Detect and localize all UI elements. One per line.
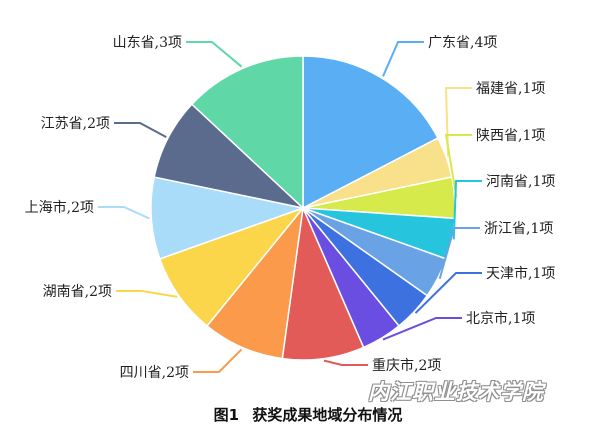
pie-slice xyxy=(150,176,306,260)
figure-caption: 图1 获奖成果地域分布情况 xyxy=(0,404,616,425)
leader-line xyxy=(452,180,482,240)
leader-line xyxy=(438,227,480,280)
leader-line xyxy=(323,359,368,366)
pie-slice xyxy=(206,205,305,360)
leader-line xyxy=(414,272,482,314)
leader-line xyxy=(98,206,150,220)
slice-label: 陕西省,1项 xyxy=(476,128,545,144)
slice-label: 湖南省,2项 xyxy=(43,284,112,300)
slice-label: 四川省,2项 xyxy=(120,365,189,381)
slice-label: 河南省,1项 xyxy=(486,174,555,190)
slice-label: 天津市,1项 xyxy=(486,265,555,282)
leader-line xyxy=(186,41,243,68)
leader-line xyxy=(444,87,472,157)
slice-label: 广东省,4项 xyxy=(428,35,497,51)
pie-slice xyxy=(302,55,439,210)
pie-slice xyxy=(281,205,365,361)
leader-line xyxy=(382,317,462,341)
slice-label: 上海市,2项 xyxy=(25,199,94,216)
figure-number: 图1 xyxy=(213,406,240,424)
slice-label: 江苏省,2项 xyxy=(41,116,110,132)
leader-line xyxy=(193,348,243,373)
leader-line xyxy=(444,134,472,198)
pie-slice xyxy=(153,103,306,210)
pie-slice xyxy=(158,206,306,327)
slice-label: 山东省,3项 xyxy=(113,35,182,51)
leader-line xyxy=(382,41,424,77)
slice-label: 重庆市,2项 xyxy=(372,357,441,374)
slice-label: 浙江省,1项 xyxy=(484,221,553,237)
figure-title: 获奖成果地域分布情况 xyxy=(252,406,403,424)
leader-line xyxy=(116,290,178,298)
leader-line xyxy=(114,122,167,138)
slice-label: 福建省,1项 xyxy=(476,81,545,97)
pie-slice xyxy=(190,55,304,210)
slice-label: 北京市,1项 xyxy=(466,310,535,327)
watermark-text: 内江职业技术学院 xyxy=(368,379,544,404)
